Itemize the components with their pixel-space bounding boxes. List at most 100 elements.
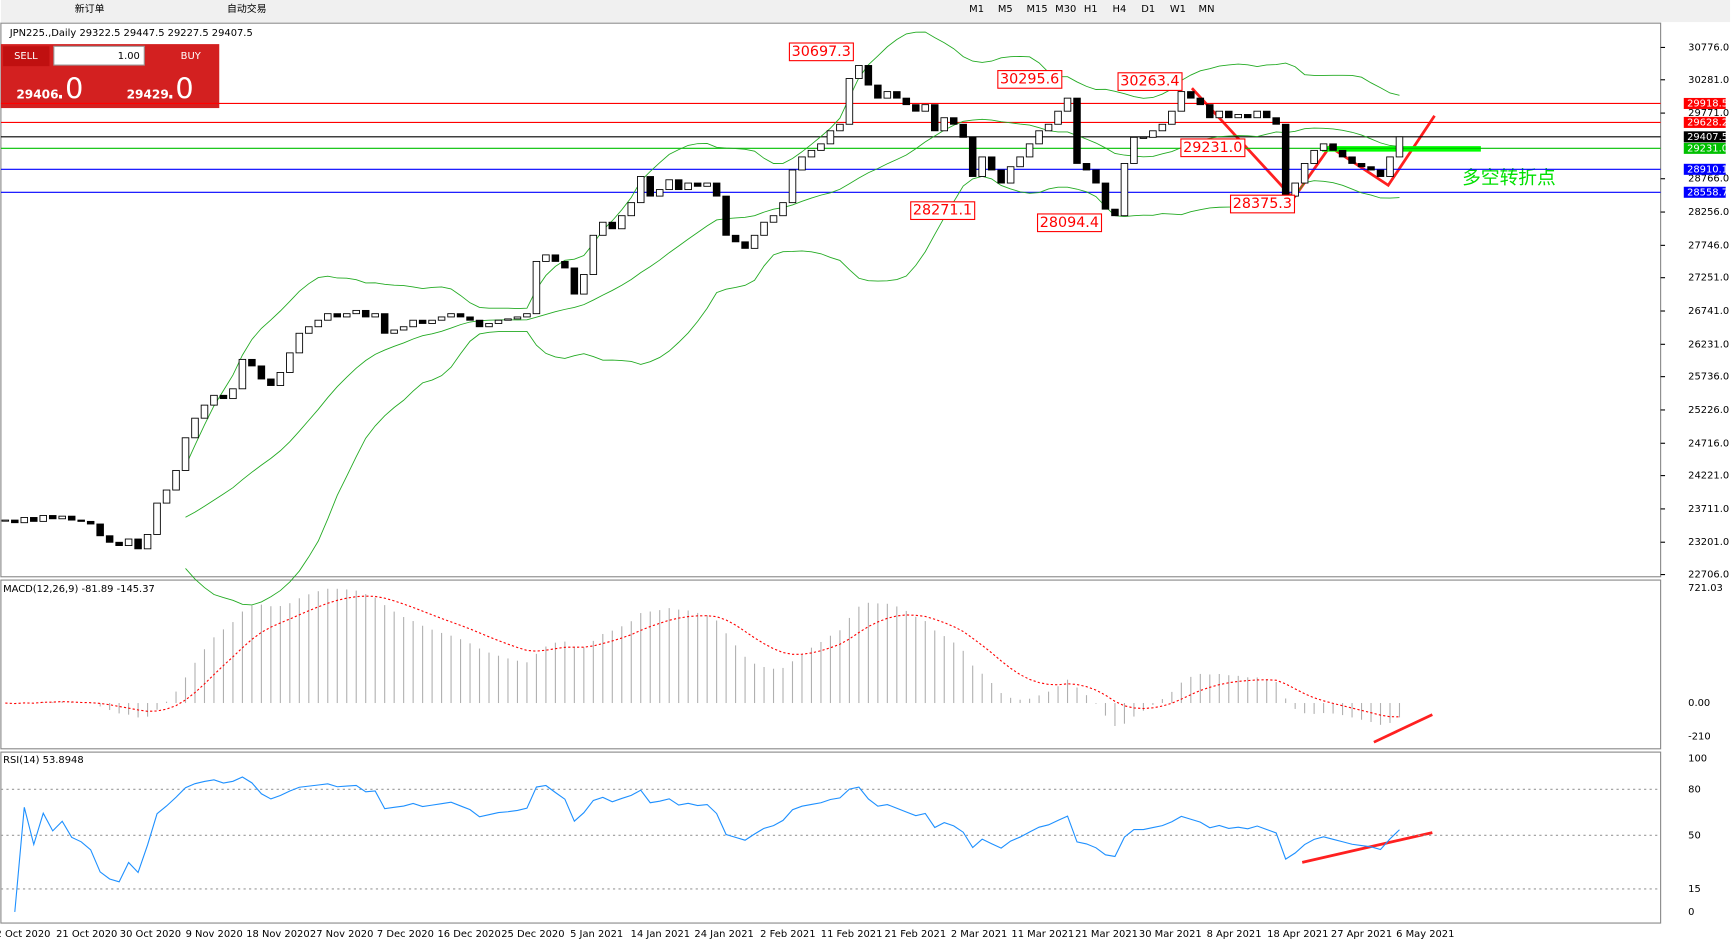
toolbar (0, 0, 1731, 23)
auto-trade[interactable]: 自动交易 (227, 2, 267, 15)
annotation: 30295.6 (1000, 71, 1059, 87)
x-tick-label: 14 Jan 2021 (631, 929, 690, 940)
candle (1149, 130, 1157, 138)
candle (940, 117, 948, 132)
candle (760, 221, 768, 236)
candle (1262, 110, 1271, 119)
candle (1130, 136, 1138, 164)
candle (276, 372, 285, 386)
candle (1101, 182, 1110, 210)
main-frame (0, 22, 1662, 578)
lots-input[interactable] (53, 45, 145, 66)
candle (153, 502, 161, 535)
bid-main[interactable]: 29406 (16, 87, 58, 101)
timeframe[interactable]: M1 (969, 4, 984, 15)
sell-label[interactable]: SELL (14, 51, 38, 62)
rsi-line (14, 776, 1400, 912)
candle (893, 91, 901, 99)
candle (1063, 97, 1072, 112)
level-tag (1683, 97, 1726, 109)
candle (968, 136, 977, 177)
y-tick-label: 26231.0 (1688, 339, 1729, 350)
level-label: 29231.0 (1687, 143, 1728, 154)
timeframe[interactable]: M15 (1027, 4, 1048, 15)
candle (1367, 166, 1375, 171)
new-order[interactable]: 新订单 (75, 2, 105, 15)
y-tick-label: 27251.0 (1688, 273, 1729, 284)
x-tick-label: 30 Oct 2020 (120, 929, 181, 940)
candle (333, 313, 342, 318)
timeframe[interactable]: H1 (1084, 4, 1098, 15)
lots[interactable]: 1.00 (118, 51, 140, 62)
candle (931, 104, 939, 132)
sell-button[interactable] (3, 46, 50, 67)
candle (485, 323, 493, 328)
candle (1300, 163, 1309, 184)
x-tick-label: 21 Mar 2021 (1075, 929, 1138, 940)
candle (817, 143, 825, 151)
note: 多空转折点 (1462, 168, 1556, 189)
candle (11, 519, 19, 524)
candle (703, 182, 711, 187)
ask-main[interactable]: 29429 (127, 87, 169, 101)
timeframe[interactable]: D1 (1141, 4, 1155, 15)
candle (523, 313, 531, 318)
candle (409, 319, 417, 328)
macd-tick-label: 721.03 (1688, 583, 1723, 594)
candle (513, 316, 522, 320)
candle (532, 260, 541, 315)
candle (769, 215, 778, 223)
candle (342, 313, 351, 318)
annotation: 28375.3 (1233, 196, 1292, 212)
candle (1044, 123, 1053, 132)
candle (115, 541, 123, 546)
candle (1215, 110, 1224, 119)
buy-label[interactable]: BUY (181, 51, 202, 62)
candle (257, 365, 266, 380)
level-label: 28558.7 (1687, 187, 1728, 198)
candle (826, 130, 835, 145)
chart-header: JPN225.,Daily 29322.5 29447.5 29227.5 29… (9, 28, 253, 39)
rsi-tick-label: 15 (1688, 884, 1701, 895)
candle (741, 241, 749, 249)
candle (722, 195, 730, 236)
candle (210, 394, 218, 406)
bid-frac[interactable]: .0 (56, 71, 83, 105)
timeframe[interactable]: M30 (1055, 4, 1076, 15)
rsi-frame (0, 751, 1662, 924)
candle (380, 313, 389, 334)
x-tick-label: 21 Feb 2021 (885, 929, 947, 940)
ask-frac[interactable]: .0 (166, 71, 193, 105)
candle (39, 515, 47, 522)
candle (883, 91, 892, 99)
y-tick-label: 22706.0 (1688, 570, 1729, 581)
timeframe[interactable]: MN (1199, 4, 1215, 15)
timeframe[interactable]: M5 (998, 4, 1013, 15)
candle (997, 169, 1005, 184)
level-tag (1683, 142, 1726, 154)
annotation-box (1180, 138, 1246, 158)
candle (580, 274, 588, 295)
candle (912, 104, 920, 112)
macd-tick-label: -210 (1688, 732, 1710, 743)
candle (1206, 104, 1214, 119)
candle (20, 517, 29, 524)
candle (172, 469, 180, 491)
level-tag (1683, 186, 1726, 198)
y-tick-label: 25736.0 (1688, 372, 1729, 383)
timeframe[interactable]: W1 (1170, 4, 1186, 15)
candle (1168, 110, 1176, 125)
candle (1016, 156, 1024, 168)
x-tick-label: 7 Dec 2020 (377, 929, 434, 940)
x-tick-label: 2 Oct 2020 (0, 929, 50, 940)
annotation-box (1229, 194, 1296, 214)
y-tick-label: 30281.0 (1688, 75, 1729, 86)
candle (807, 149, 816, 158)
level-tag (1683, 131, 1726, 143)
candle (1357, 163, 1366, 168)
timeframe[interactable]: H4 (1113, 4, 1127, 15)
candle (181, 437, 190, 471)
macd-frame (0, 579, 1662, 750)
candle (305, 326, 313, 334)
candle (371, 313, 379, 318)
